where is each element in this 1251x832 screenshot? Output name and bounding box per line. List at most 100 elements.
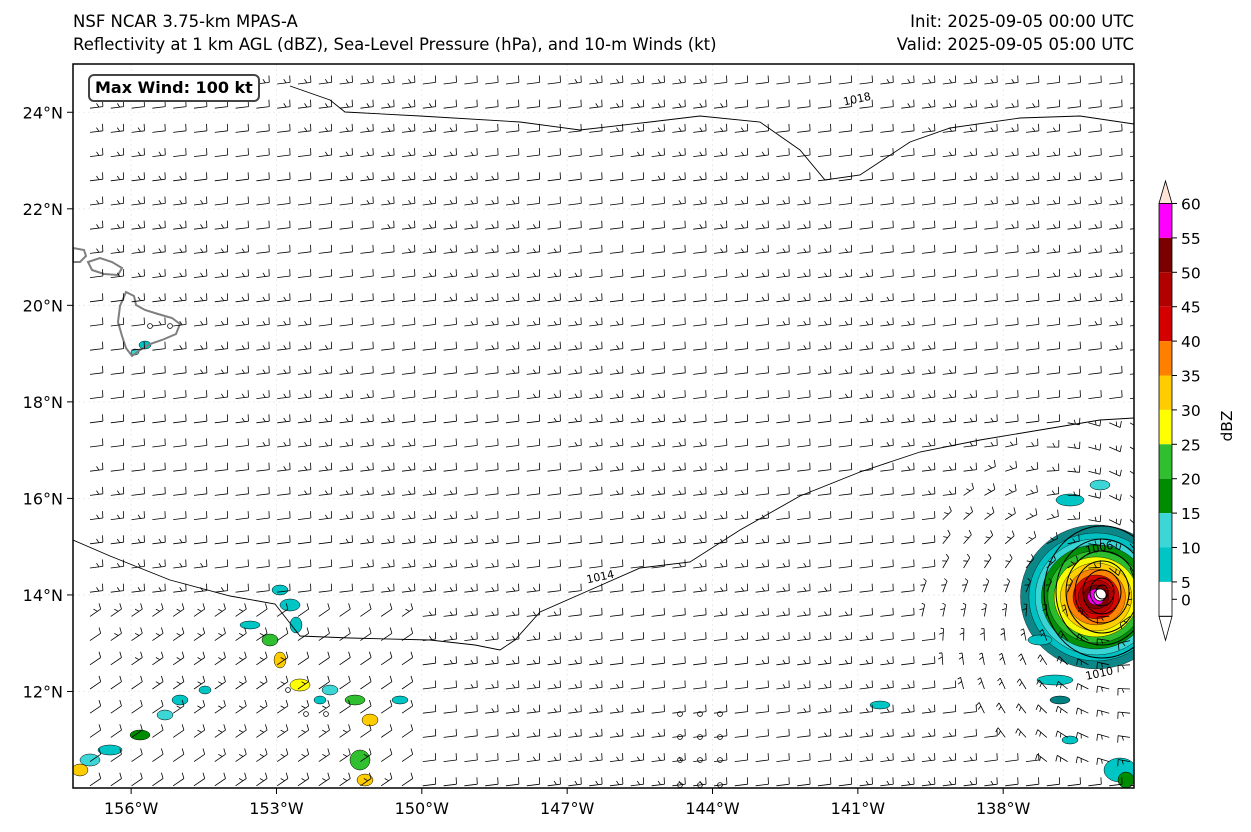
colorbar-tick-label: 15 [1181,505,1201,523]
reflectivity-cell [1061,735,1079,745]
calm-wind-circle [303,711,309,717]
reflectivity-cell [361,713,379,727]
colorbar-segment [1159,237,1172,273]
colorbar-tick-label: 20 [1181,471,1201,489]
lon-tick-label: 156°W [104,799,159,818]
isobar-label: 1014 [585,568,615,587]
reflectivity-cell [356,773,374,787]
lon-tick-label: 144°W [685,799,740,818]
map-frame [72,63,1135,789]
calm-wind-circle [677,711,683,717]
colorbar-max-extension [1158,179,1173,204]
cyclone-isobars [1043,525,1134,659]
lat-tick-label: 18°N [23,393,63,412]
colorbar-segment [1159,203,1172,238]
colorbar-segment [1159,306,1172,342]
colorbar-segment [1159,409,1172,445]
colorbar-tick-label: 55 [1181,230,1201,248]
calm-wind-circle [717,734,723,740]
lon-tick-label: 150°W [395,799,450,818]
calm-wind-circle [697,711,703,717]
calm-wind-circle [677,734,683,740]
lat-tick-label: 22°N [23,200,63,219]
calm-wind-circle [717,711,723,717]
reflectivity-cell [344,694,366,706]
coastline-hawaii [73,246,182,358]
title-valid-time: Valid: 2025-09-05 05:00 UTC [896,35,1134,54]
calm-wind-circle [717,757,723,763]
colorbar-tick-label: 40 [1181,333,1201,351]
isobar-label: 1006 [1084,539,1114,558]
reflectivity-cell [1027,634,1053,646]
calm-wind-circle [285,687,291,693]
colorbar-tick-label: 50 [1181,264,1201,282]
reflectivity-cell [349,749,371,771]
reflectivity-cell [79,753,101,767]
reflectivity-cell [321,684,339,696]
reflectivity-cell [1049,695,1071,705]
calm-wind-circle [697,734,703,740]
calm-wind-circle [323,711,329,717]
colorbar-tick-label: 35 [1181,368,1201,386]
colorbar-tick-label: 25 [1181,436,1201,454]
colorbar-tick-label: 5 [1181,574,1191,592]
title-fields: Reflectivity at 1 km AGL (dBZ), Sea-Leve… [73,35,717,54]
reflectivity-cell [261,633,279,647]
lon-tick-label: 141°W [831,799,886,818]
map-background [73,64,1134,788]
colorbar-segment [1159,375,1172,410]
axis-ticks: 156°W 153°W 150°W 147°W 144°W 141°W 138°W 24°N 2… [23,103,1031,818]
reflectivity-cell [1089,479,1111,491]
lat-tick-label: 14°N [23,586,63,605]
title-model: NSF NCAR 3.75-km MPAS-A [73,12,298,31]
colorbar-tick-label: 60 [1181,196,1201,214]
sea-level-pressure-isobars [73,85,1134,659]
reflectivity-cell [156,709,174,721]
colorbar-tick-label: 45 [1181,299,1201,317]
reflectivity-cell [1055,493,1085,507]
colorbar-tick-label: 10 [1181,540,1201,558]
colorbar-segment [1159,547,1172,582]
lat-tick-label: 24°N [23,103,63,122]
colorbar-segment [1159,272,1172,307]
reflectivity-cell [869,700,891,710]
reflectivity-cell [73,763,89,777]
isobar-label: 1010 [1084,664,1114,683]
reflectivity-cell [313,695,327,705]
lat-tick-label: 16°N [23,489,63,508]
reflectivity-cell [271,584,289,596]
colorbar-segment [1159,513,1172,548]
reflectivity-cell [171,694,189,706]
reflectivity-cell [97,744,123,756]
colorbar-label: dBZ [1218,410,1236,441]
gridlines [73,64,1134,788]
lon-tick-label: 147°W [540,799,595,818]
reflectivity-cell [138,340,152,350]
cyclone-eye [1093,588,1107,602]
calm-wind-circle [167,323,173,329]
calm-wind-circle [147,323,153,329]
reflectivity-cell [129,729,151,741]
colorbar-min-extension [1158,615,1173,642]
colorbar-segment [1159,581,1172,617]
lon-tick-label: 153°W [249,799,304,818]
title-init-time: Init: 2025-09-05 00:00 UTC [910,12,1134,31]
reflectivity-cell [391,695,409,705]
max-wind-box: Max Wind: 100 kt [88,74,260,102]
lat-tick-label: 20°N [23,296,63,315]
lon-tick-label: 138°W [976,799,1031,818]
calm-wind-circle [677,757,683,763]
reflectivity-cell [289,678,311,692]
reflectivity-cell [239,620,261,630]
colorbar-segment [1159,478,1172,514]
colorbar-segment [1159,341,1172,376]
colorbar-tick-label: 0 [1181,591,1191,609]
isobar-labels: 1018 1014 1006 1010 [585,90,1114,683]
calm-wind-circle [697,757,703,763]
colorbar-segment [1159,444,1172,479]
reflectivity-cell [198,685,212,695]
colorbar-tick-label: 30 [1181,402,1201,420]
lat-tick-label: 12°N [23,682,63,701]
reflectivity-cell [289,616,303,634]
